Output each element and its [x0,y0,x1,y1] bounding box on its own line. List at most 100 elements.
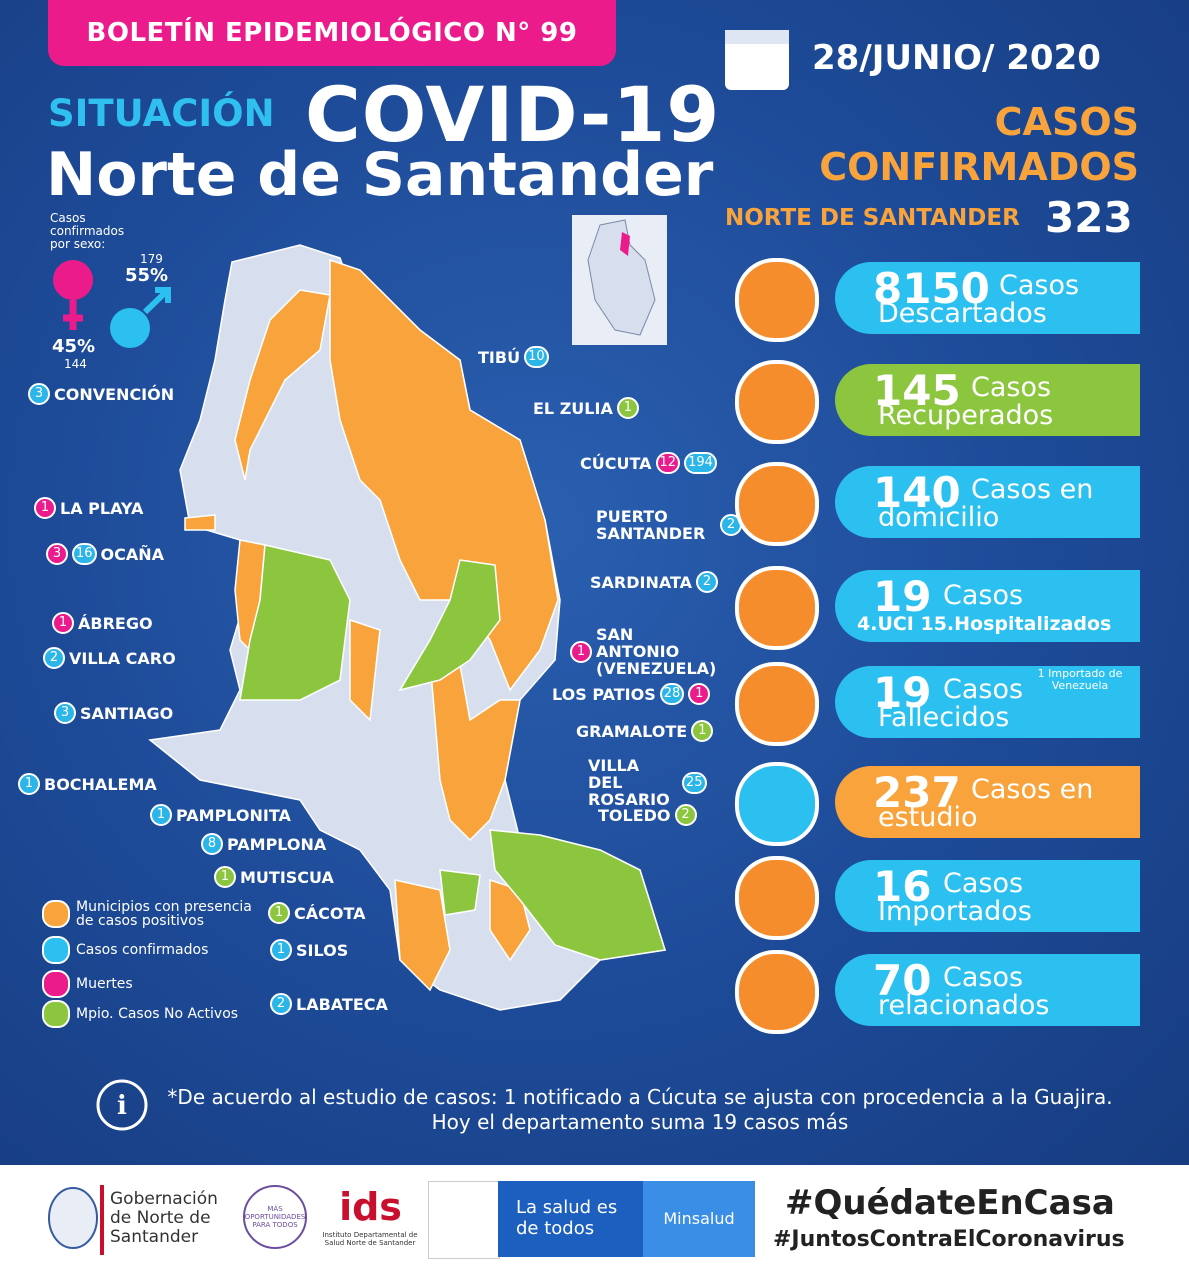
map-green [439,869,481,916]
count-badge: 2 [696,571,719,593]
count-badge: 2 [270,993,292,1015]
municipality-name: CONVENCIÓN [54,384,175,404]
info-icon [96,1079,148,1131]
stat-pill [835,954,1140,1026]
stat-icon [735,950,819,1034]
female-symbol [63,300,83,330]
municipality-label: 3 16 OCAÑA [46,543,164,565]
stat-card: 16 Casos Importados [735,856,1141,940]
count-badge: 1 [616,397,639,419]
stat-card: 70 Casos relacionados [735,950,1141,1034]
count-badge: 28 [659,683,685,705]
municipality-name: MUTISCUA [240,867,334,887]
stat-icon [735,258,819,342]
stat-number: 70 [873,956,932,1005]
municipality-name: LABATECA [296,994,388,1014]
stat-label: Casos en estudio [878,774,1094,833]
municipality-label: 1 SILOS [270,939,348,961]
map-orange [329,258,559,692]
male-pct: 55% [125,265,169,286]
legend-text: Municipios con presencia de casos positi… [76,899,252,929]
stat-icon [735,462,819,546]
legend-item: Casos confirmados [42,936,272,964]
municipality-label: GRAMALOTE 1 [576,720,714,742]
footnote: *De acuerdo al estudio de casos: 1 notif… [167,1085,1113,1134]
municipality-name: SANTIAGO [80,703,174,723]
count-badge: 1 [270,939,292,961]
stat-pill [835,766,1140,838]
legend-dot [42,936,70,964]
info-glyph: i [117,1091,127,1121]
female-icon [53,260,93,300]
stat-label: Casos Importados [878,868,1032,927]
female-count: 144 [64,357,87,371]
municipality-name: CÁCOTA [294,903,366,923]
stat-number: 19 [873,668,932,717]
stat-icon [735,856,819,940]
stat-card: 237 Casos en estudio [735,762,1141,846]
male-count: 179 [140,252,163,266]
map-green [398,559,501,692]
municipality-name: SILOS [296,940,349,960]
municipality-name: VILLA CARO [69,648,176,668]
count-badge: 1 [691,720,714,742]
stat-icon [735,662,819,746]
count-badge: 8 [201,833,223,855]
municipality-label: LOS PATIOS 28 1 [552,683,711,705]
confirmed-heading: CONFIRMADOS [819,145,1139,189]
stat-sub: 4.UCI 15.Hospitalizados [857,613,1112,635]
municipality-name: LOS PATIOS [552,684,656,704]
municipality-label: 8 PAMPLONA [201,833,326,855]
stat-pill [835,466,1140,538]
municipality-name: OCAÑA [100,544,165,564]
municipality-name: GRAMALOTE [576,721,688,741]
stat-note: 1 Importado de Venezuela [1037,667,1123,692]
municipality-label: 3 SANTIAGO [54,702,173,724]
count-badge: 2 [43,647,65,669]
calendar-top [725,30,789,44]
map-green [489,829,666,961]
municipality-label: 1 PAMPLONITA [150,804,291,826]
count-badge: 1 [570,640,592,663]
stat-icon [735,360,819,444]
municipality-label: 2 VILLA CARO [43,647,176,669]
legend-item: Muertes [42,970,272,998]
municipality-name: PUERTO SANTANDER [596,507,706,543]
stat-number: 145 [873,366,961,415]
region-title: Norte de Santander [46,140,714,210]
count-badge: 1 [268,902,290,924]
municipality-name: TIBÚ [478,347,521,367]
date: 28/JUNIO/ 2020 [812,38,1101,78]
municipality-label: 1 ÁBREGO [52,612,153,634]
calendar-icon [725,30,789,90]
legend-dot [42,970,70,998]
legend-item: Municipios con presencia de casos positi… [42,900,272,928]
stat-pill [835,262,1140,334]
legend-text: Mpio. Casos No Activos [76,1006,239,1022]
municipality-name: EL ZULIA [533,398,613,418]
municipality-label: TOLEDO 2 [598,804,697,826]
municipality-name: VILLA DEL ROSARIO [588,756,670,809]
stat-number: 237 [873,768,961,817]
map-art: i [53,30,789,1131]
count-badge: 10 [524,346,549,368]
count-badge: 3 [46,543,68,565]
municipality-label: EL ZULIA 1 [533,397,639,419]
stat-number: 8150 [873,264,990,313]
municipality-name: PAMPLONITA [176,805,291,825]
ids-logo: ids [339,1185,402,1229]
stat-card: 145 Casos Recuperados [735,360,1141,444]
municipality-label: 1 MUTISCUA [214,866,334,888]
municipality-name: PAMPLONA [227,834,327,854]
municipality-label: 1 LA PLAYA [34,497,143,519]
count-badge: 194 [684,452,717,474]
stat-label: Casos relacionados [878,962,1050,1021]
municipality-name: LA PLAYA [60,498,144,518]
municipality-name: CÚCUTA [580,453,652,473]
map-orange [394,879,451,992]
sex-label: Casos confirmados por sexo: [50,211,125,251]
count-badge: 16 [72,543,97,565]
confirmed-total: 323 [1045,193,1133,242]
mini-map-highlight [620,232,630,256]
